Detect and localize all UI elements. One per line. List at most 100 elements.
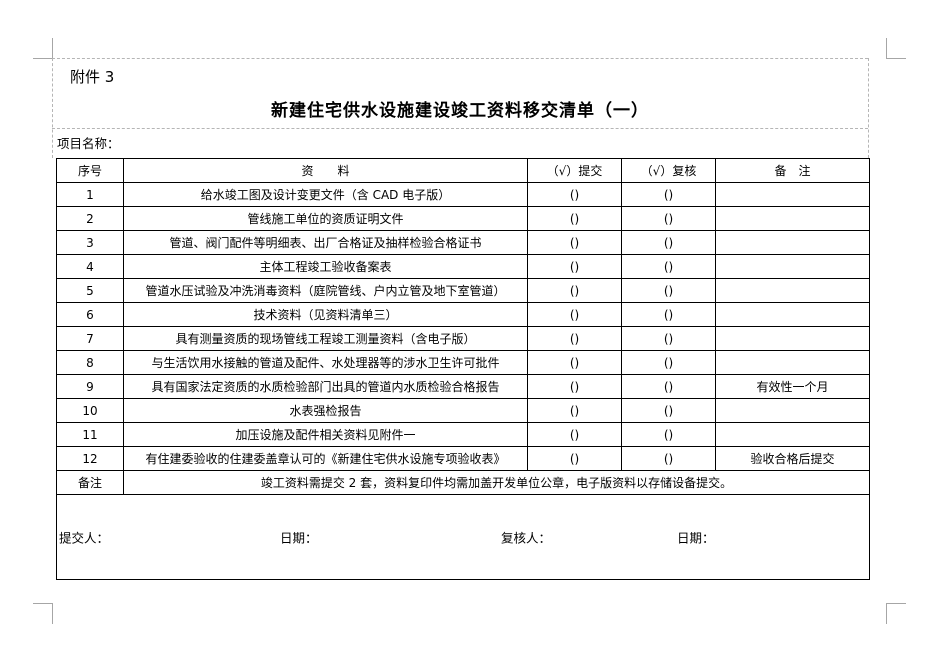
row-name-cell: 管线施工单位的资质证明文件	[123, 206, 528, 231]
submit-check-cell[interactable]: ()	[527, 326, 622, 351]
review-check-cell[interactable]: ()	[621, 302, 716, 327]
table-row: 5 管道水压试验及冲洗消毒资料（庭院管线、户内立管及地下室管道）()()	[56, 278, 870, 303]
submit-check-cell[interactable]: ()	[527, 446, 622, 471]
review-check-cell[interactable]: ()	[621, 254, 716, 279]
remark-cell	[715, 326, 870, 351]
review-check-cell[interactable]: ()	[621, 374, 716, 399]
header-no: 序号	[56, 158, 124, 183]
header-material: 资 料	[123, 158, 528, 183]
submit-check-cell[interactable]: ()	[527, 206, 622, 231]
row-no-cell: 12	[56, 446, 124, 471]
review-check-cell[interactable]: ()	[621, 446, 716, 471]
row-name-cell: 技术资料（见资料清单三）	[123, 302, 528, 327]
row-no-cell: 7	[56, 326, 124, 351]
signature-row[interactable]: 提交人： 日期： 复核人： 日期：	[56, 494, 870, 580]
table-row: 3 管道、阀门配件等明细表、出厂合格证及抽样检验合格证书()()	[56, 230, 870, 255]
remark-cell	[715, 302, 870, 327]
remark-cell: 验收合格后提交	[715, 446, 870, 471]
row-name-cell: 水表强检报告	[123, 398, 528, 423]
submit-check-cell[interactable]: ()	[527, 182, 622, 207]
text-boundary-right	[868, 58, 869, 158]
row-no-cell: 8	[56, 350, 124, 375]
remark-cell: 有效性一个月	[715, 374, 870, 399]
table-row: 1 给水竣工图及设计变更文件（含 CAD 电子版）()()	[56, 182, 870, 207]
row-no-cell: 4	[56, 254, 124, 279]
note-text: 竣工资料需提交 2 套，资料复印件均需加盖开发单位公章，电子版资料以存储设备提交…	[123, 470, 870, 495]
table-row: 4 主体工程竣工验收备案表()()	[56, 254, 870, 279]
row-name-cell: 具有测量资质的现场管线工程竣工测量资料（含电子版）	[123, 326, 528, 351]
row-no-cell: 10	[56, 398, 124, 423]
row-no-cell: 6	[56, 302, 124, 327]
row-name-cell: 管道水压试验及冲洗消毒资料（庭院管线、户内立管及地下室管道）	[123, 278, 528, 303]
submit-check-cell[interactable]: ()	[527, 350, 622, 375]
note-row: 备注 竣工资料需提交 2 套，资料复印件均需加盖开发单位公章，电子版资料以存储设…	[56, 470, 870, 495]
submitter-label[interactable]: 提交人：	[59, 530, 110, 546]
remark-cell	[715, 206, 870, 231]
reviewer-label[interactable]: 复核人：	[501, 530, 552, 546]
row-name-cell: 有住建委验收的住建委盖章认可的《新建住宅供水设施专项验收表》	[123, 446, 528, 471]
attachment-label: 附件 3	[70, 68, 115, 86]
submit-check-cell[interactable]: ()	[527, 302, 622, 327]
remark-cell	[715, 278, 870, 303]
remark-cell	[715, 230, 870, 255]
row-name-cell: 管道、阀门配件等明细表、出厂合格证及抽样检验合格证书	[123, 230, 528, 255]
header-remark: 备 注	[715, 158, 870, 183]
header-row: 序号 资 料 （√）提交 （√）复核 备 注	[56, 158, 870, 183]
table-row: 6 技术资料（见资料清单三）()()	[56, 302, 870, 327]
row-no-cell: 11	[56, 422, 124, 447]
row-name-cell: 主体工程竣工验收备案表	[123, 254, 528, 279]
submit-check-cell[interactable]: ()	[527, 278, 622, 303]
text-boundary-left	[52, 58, 53, 158]
project-name-label[interactable]: 项目名称：	[57, 136, 120, 151]
row-no-cell: 3	[56, 230, 124, 255]
table-row: 11 加压设施及配件相关资料见附件一()()	[56, 422, 870, 447]
row-no-cell: 1	[56, 182, 124, 207]
remark-cell	[715, 350, 870, 375]
review-check-cell[interactable]: ()	[621, 326, 716, 351]
table-row: 7 具有测量资质的现场管线工程竣工测量资料（含电子版）()()	[56, 326, 870, 351]
text-boundary-below-title	[52, 128, 868, 129]
page-title: 新建住宅供水设施建设竣工资料移交清单（一）	[271, 101, 649, 121]
review-check-cell[interactable]: ()	[621, 182, 716, 207]
submit-check-cell[interactable]: ()	[527, 254, 622, 279]
submit-check-cell[interactable]: ()	[527, 230, 622, 255]
row-no-cell: 9	[56, 374, 124, 399]
remark-cell	[715, 398, 870, 423]
text-boundary-top	[52, 58, 868, 59]
crop-mark-top-left	[33, 38, 53, 59]
submit-date-label[interactable]: 日期：	[280, 530, 318, 546]
review-check-cell[interactable]: ()	[621, 206, 716, 231]
table-row: 9 具有国家法定资质的水质检验部门出具的管道内水质检验合格报告()() 有效性一个月	[56, 374, 870, 399]
remark-cell	[715, 422, 870, 447]
review-date-label[interactable]: 日期：	[677, 530, 715, 546]
row-no-cell: 2	[56, 206, 124, 231]
crop-mark-top-right	[886, 38, 906, 59]
row-no-cell: 5	[56, 278, 124, 303]
row-name-cell: 具有国家法定资质的水质检验部门出具的管道内水质检验合格报告	[123, 374, 528, 399]
checklist-table: 序号 资 料 （√）提交 （√）复核 备 注 1 给水竣工图及设计变更文件（含 C…	[56, 158, 870, 580]
table-row: 8 与生活饮用水接触的管道及配件、水处理器等的涉水卫生许可批件()()	[56, 350, 870, 375]
review-check-cell[interactable]: ()	[621, 398, 716, 423]
row-name-cell: 给水竣工图及设计变更文件（含 CAD 电子版）	[123, 182, 528, 207]
remark-cell	[715, 254, 870, 279]
remark-cell	[715, 182, 870, 207]
note-label: 备注	[56, 470, 124, 495]
table-row: 2 管线施工单位的资质证明文件()()	[56, 206, 870, 231]
row-name-cell: 与生活饮用水接触的管道及配件、水处理器等的涉水卫生许可批件	[123, 350, 528, 375]
review-check-cell[interactable]: ()	[621, 278, 716, 303]
table-row: 12 有住建委验收的住建委盖章认可的《新建住宅供水设施专项验收表》()() 验收合格…	[56, 446, 870, 471]
review-check-cell[interactable]: ()	[621, 230, 716, 255]
table-body: 1 给水竣工图及设计变更文件（含 CAD 电子版）()() 2 管线施工单位的资质证明…	[56, 182, 870, 471]
review-check-cell[interactable]: ()	[621, 422, 716, 447]
row-name-cell: 加压设施及配件相关资料见附件一	[123, 422, 528, 447]
submit-check-cell[interactable]: ()	[527, 422, 622, 447]
header-submit: （√）提交	[527, 158, 622, 183]
review-check-cell[interactable]: ()	[621, 350, 716, 375]
table-row: 10 水表强检报告()()	[56, 398, 870, 423]
submit-check-cell[interactable]: ()	[527, 374, 622, 399]
header-review: （√）复核	[621, 158, 716, 183]
footer-row: 提交人： 日期： 复核人： 日期：	[56, 494, 870, 580]
crop-mark-bottom-left	[33, 603, 53, 624]
submit-check-cell[interactable]: ()	[527, 398, 622, 423]
